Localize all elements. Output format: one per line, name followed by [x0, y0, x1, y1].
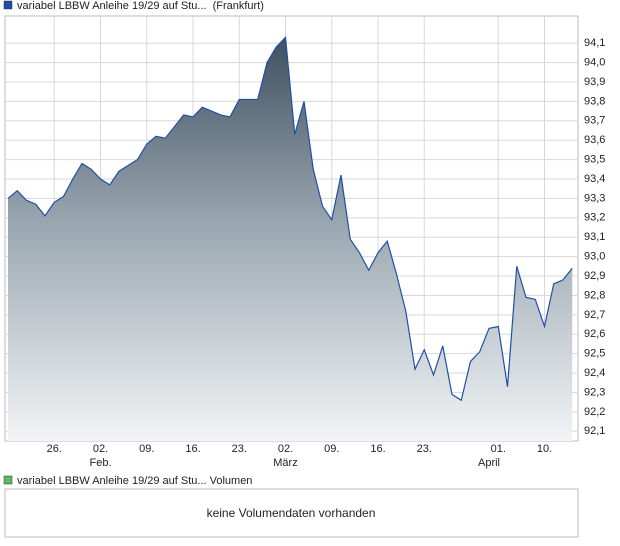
- x-tick-label: 09.: [324, 443, 339, 455]
- y-tick-label: 92,2: [584, 406, 605, 418]
- x-tick-label: 10.: [537, 443, 552, 455]
- y-tick-label: 92,1: [584, 425, 605, 437]
- y-tick-label: 94,0: [584, 56, 605, 68]
- y-tick-label: 93,3: [584, 192, 605, 204]
- y-tick-label: 92,6: [584, 328, 605, 340]
- area: [8, 37, 573, 441]
- y-tick-label: 93,4: [584, 173, 605, 185]
- x-month-label: April: [478, 457, 500, 469]
- y-tick-label: 94,1: [584, 37, 605, 49]
- x-tick-label: 01.: [491, 443, 506, 455]
- y-tick-label: 93,9: [584, 76, 605, 88]
- x-tick-label: 02.: [278, 443, 293, 455]
- y-tick-label: 93,1: [584, 231, 605, 243]
- x-tick-label: 09.: [139, 443, 154, 455]
- volume-frame: [4, 488, 579, 538]
- y-tick-label: 93,2: [584, 212, 605, 224]
- y-tick-label: 92,7: [584, 309, 605, 321]
- volume-legend-label: variabel LBBW Anleihe 19/29 auf Stu... V…: [17, 475, 252, 487]
- y-tick-label: 93,0: [584, 251, 605, 263]
- y-tick-label: 92,3: [584, 386, 605, 398]
- line: [7, 35, 573, 402]
- legend-label: variabel LBBW Anleihe 19/29 auf Stu...: [17, 0, 207, 12]
- volume-legend-swatch: [3, 475, 13, 485]
- x-tick-label: 16.: [370, 443, 385, 455]
- x-month-label: März: [273, 457, 297, 469]
- y-tick-label: 92,8: [584, 289, 605, 301]
- y-tick-label: 93,6: [584, 134, 605, 146]
- x-tick-label: 26.: [47, 443, 62, 455]
- x-tick-label: 23.: [232, 443, 247, 455]
- x-tick-label: 23.: [417, 443, 432, 455]
- y-tick-label: 93,5: [584, 154, 605, 166]
- y-tick-label: 93,7: [584, 115, 605, 127]
- x-tick-label: 02.: [93, 443, 108, 455]
- y-tick-label: 93,8: [584, 95, 605, 107]
- volume-message: keine Volumendaten vorhanden: [207, 506, 376, 520]
- y-tick-label: 92,9: [584, 270, 605, 282]
- x-tick-label: 16.: [185, 443, 200, 455]
- x-month-label: Feb.: [89, 457, 111, 469]
- legend-exchange: (Frankfurt): [213, 0, 264, 12]
- y-tick-label: 92,5: [584, 348, 605, 360]
- legend-swatch: [3, 0, 13, 10]
- y-tick-label: 92,4: [584, 367, 605, 379]
